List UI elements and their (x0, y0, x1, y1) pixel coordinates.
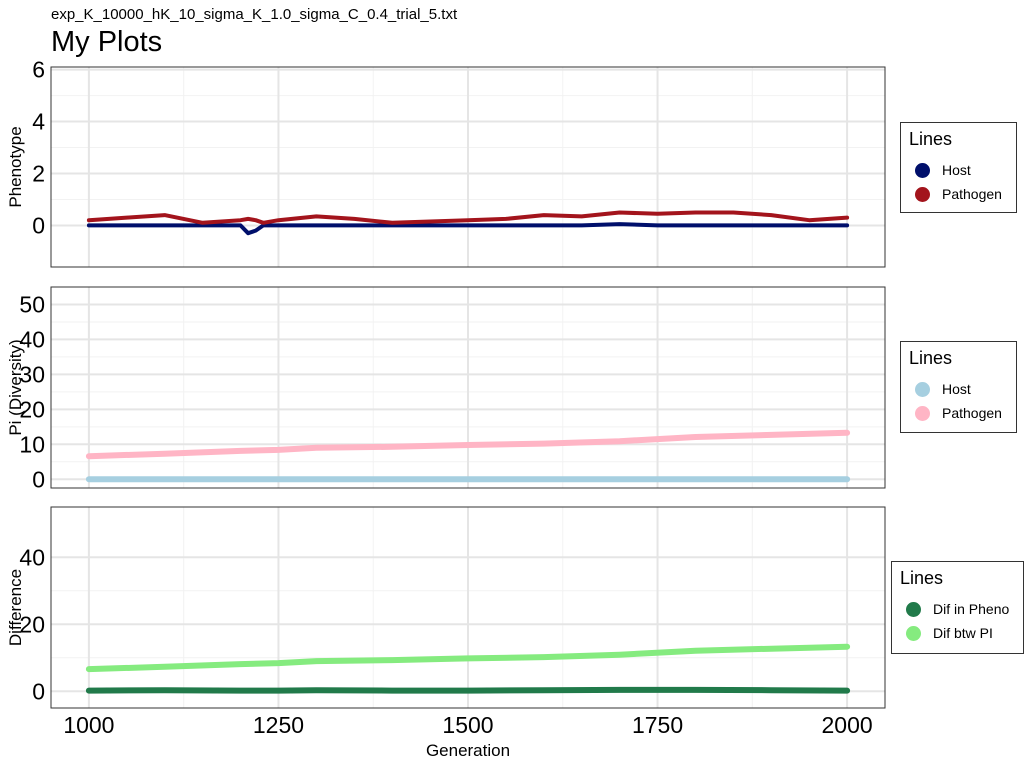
x-axis-label: Generation (426, 741, 510, 760)
x-tick-label: 1000 (63, 712, 114, 738)
legend-item-dif-btw-pi: Dif btw PI (900, 621, 1015, 645)
legend-item-host: Host (909, 377, 1008, 401)
legend-swatch (915, 381, 930, 397)
legend-title: Lines (900, 568, 944, 588)
panel-border (50, 66, 886, 268)
y-tick-label: 2 (32, 160, 45, 186)
legend-swatch (906, 625, 921, 641)
series-line-2 (85, 643, 851, 673)
y-tick-label: 0 (32, 678, 45, 704)
legend-swatch (915, 162, 930, 178)
legend-title: Lines (909, 129, 953, 149)
y-tick-label: 6 (32, 57, 45, 83)
legend-label: Dif btw PI (933, 625, 993, 641)
x-tick-label: 1750 (632, 712, 683, 738)
x-tick-label: 1250 (253, 712, 304, 738)
y-tick-label: 50 (19, 291, 45, 317)
legend-swatch (915, 186, 930, 202)
legend-label: Dif in Pheno (933, 601, 1010, 617)
legend-item-pathogen: Pathogen (909, 401, 1008, 425)
legend-swatch (906, 601, 921, 617)
page-title: My Plots (51, 26, 163, 58)
legend-item-dif-in-pheno: Dif in Pheno (900, 597, 1015, 621)
legend-label: Host (942, 162, 971, 178)
y-tick-label: 20 (19, 611, 45, 637)
legend-label: Pathogen (942, 405, 1002, 421)
y-tick-label: 30 (19, 361, 45, 387)
series-line-1 (86, 222, 850, 236)
y-tick-label: 40 (19, 544, 45, 570)
series-line-1 (85, 686, 851, 694)
legend-swatch (915, 405, 930, 421)
legend-item-host: Host (909, 158, 1008, 182)
legend-title: Lines (909, 348, 953, 368)
series-line-2 (86, 210, 850, 225)
legend-label: Host (942, 381, 971, 397)
legend-diversity: Lines Host Pathogen (900, 341, 1017, 433)
legend-phenotype: Lines Host Pathogen (900, 122, 1017, 213)
y-tick-label: 20 (19, 396, 45, 422)
panel-border (50, 286, 886, 489)
y-tick-label: 0 (32, 466, 45, 492)
file-subtitle: exp_K_10000_hK_10_sigma_K_1.0_sigma_C_0.… (51, 6, 458, 23)
legend-label: Pathogen (942, 186, 1002, 202)
x-tick-label: 2000 (822, 712, 873, 738)
panel-border (50, 506, 886, 709)
legend-item-pathogen: Pathogen (909, 182, 1008, 206)
y-tick-label: 4 (32, 109, 45, 135)
y-tick-label: 0 (32, 212, 45, 238)
y-axis-label: Pi (Diversity) (6, 339, 25, 435)
series-line-2 (85, 429, 851, 460)
y-tick-label: 10 (19, 431, 45, 457)
legend-difference: Lines Dif in Pheno Dif btw PI (891, 561, 1024, 654)
y-tick-label: 40 (19, 326, 45, 352)
y-axis-label: Difference (6, 569, 25, 646)
y-axis-label: Phenotype (6, 126, 25, 207)
x-tick-label: 1500 (442, 712, 493, 738)
